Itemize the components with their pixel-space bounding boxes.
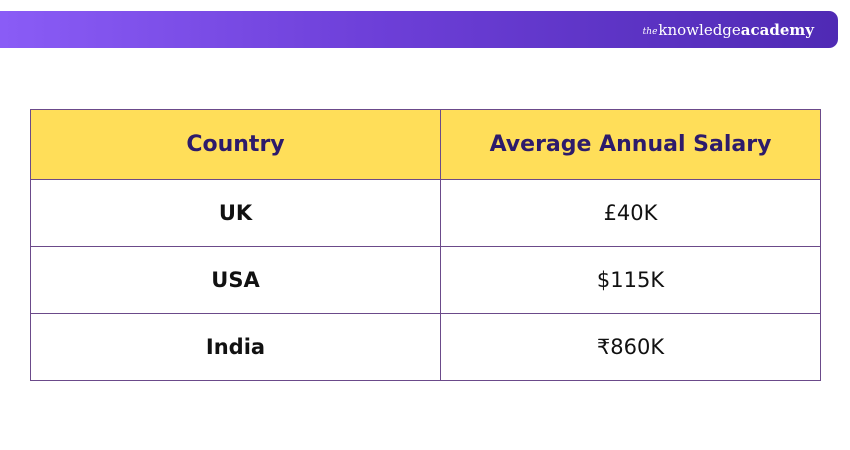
salary-table: Country Average Annual Salary UK £40K US… xyxy=(30,109,821,381)
country-cell: UK xyxy=(30,179,441,247)
brand-logo-the: the xyxy=(642,27,658,37)
brand-logo-knowledge: knowledge xyxy=(658,21,741,39)
brand-logo: theknowledgeacademy xyxy=(643,11,814,48)
column-header-country: Country xyxy=(30,109,441,180)
salary-cell: £40K xyxy=(440,179,821,247)
country-cell: USA xyxy=(30,246,441,314)
table-row: India ₹860K xyxy=(30,313,821,381)
header-banner: theknowledgeacademy xyxy=(0,11,838,48)
salary-cell: ₹860K xyxy=(440,313,821,381)
brand-logo-academy: academy xyxy=(740,21,814,39)
table-header-row: Country Average Annual Salary xyxy=(30,109,821,180)
country-cell: India xyxy=(30,313,441,381)
table-row: UK £40K xyxy=(30,179,821,247)
salary-cell: $115K xyxy=(440,246,821,314)
column-header-salary: Average Annual Salary xyxy=(440,109,821,180)
table-row: USA $115K xyxy=(30,246,821,314)
